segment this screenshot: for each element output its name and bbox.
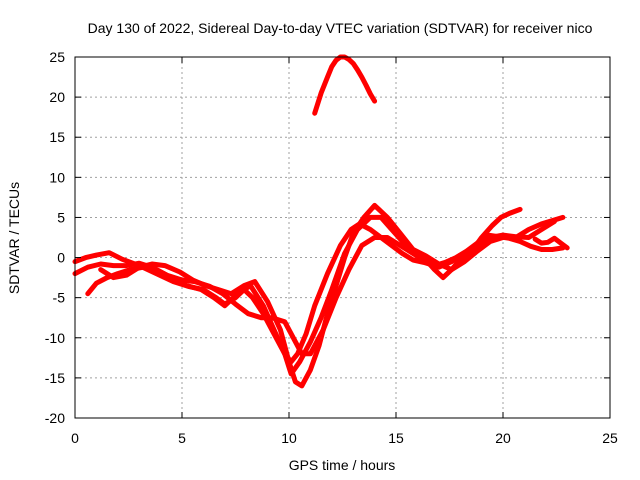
y-tick-label: -5 (53, 290, 66, 306)
y-axis-label: SDTVAR / TECUs (6, 182, 22, 294)
x-tick-label: 0 (71, 430, 79, 446)
series-line-track-3 (72, 219, 557, 357)
x-tick-label: 5 (178, 430, 186, 446)
x-tick-label: 25 (602, 430, 618, 446)
series-line-track-6 (532, 235, 570, 251)
plot-frame (74, 56, 611, 419)
y-tick-label: -10 (45, 330, 65, 346)
series-line-track-2 (85, 206, 523, 377)
y-tick-label: 25 (49, 49, 65, 65)
series-line-track-4 (98, 202, 566, 389)
series-line-track-5 (312, 54, 378, 116)
y-tick-label: 10 (49, 169, 65, 185)
x-tick-label: 10 (281, 430, 297, 446)
series-group (72, 54, 570, 389)
y-tick-label: 5 (57, 209, 65, 225)
x-axis-label: GPS time / hours (289, 457, 396, 473)
x-tick-label: 15 (388, 430, 404, 446)
grid (75, 57, 610, 418)
y-axis: -20 -15 -10 -5 0 5 10 15 20 25 (45, 49, 610, 426)
x-tick-label: 20 (495, 430, 511, 446)
y-tick-label: 0 (57, 250, 65, 266)
y-tick-label: 15 (49, 129, 65, 145)
x-axis: 0 5 10 15 20 25 (71, 57, 618, 446)
y-tick-label: -20 (45, 410, 65, 426)
y-tick-label: -15 (45, 370, 65, 386)
y-tick-label: 20 (49, 89, 65, 105)
chart-title: Day 130 of 2022, Sidereal Day-to-day VTE… (88, 20, 593, 36)
